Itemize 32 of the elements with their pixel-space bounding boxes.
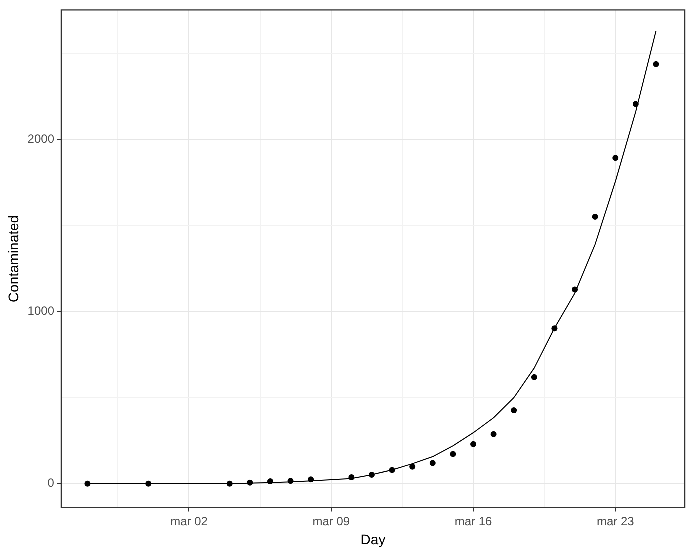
x-tick-label: mar 02 bbox=[170, 514, 208, 528]
point bbox=[348, 474, 355, 481]
point bbox=[612, 155, 619, 162]
y-axis-title: Contaminated bbox=[5, 215, 22, 303]
point bbox=[531, 374, 538, 380]
point bbox=[490, 431, 497, 438]
point bbox=[247, 480, 254, 486]
point bbox=[653, 61, 660, 68]
y-tick-label: 2000 bbox=[28, 132, 55, 146]
point bbox=[84, 480, 91, 487]
point bbox=[632, 101, 639, 108]
point bbox=[552, 326, 558, 332]
point bbox=[470, 441, 476, 448]
point bbox=[308, 476, 314, 483]
point bbox=[592, 214, 598, 220]
x-tick-label: mar 09 bbox=[312, 514, 350, 528]
point bbox=[368, 472, 375, 478]
point bbox=[267, 478, 274, 484]
point bbox=[511, 407, 518, 414]
point bbox=[572, 286, 578, 293]
point bbox=[450, 451, 456, 458]
x-tick-label: mar 16 bbox=[454, 514, 492, 528]
y-tick-label: 0 bbox=[48, 476, 55, 490]
point bbox=[288, 478, 294, 484]
point bbox=[410, 464, 416, 470]
point bbox=[389, 467, 396, 474]
point bbox=[226, 480, 233, 487]
point bbox=[430, 460, 436, 466]
x-axis-title: Day bbox=[360, 531, 386, 548]
x-tick-label: mar 23 bbox=[596, 514, 635, 528]
y-tick-label: 1000 bbox=[28, 304, 55, 318]
point bbox=[146, 480, 152, 487]
